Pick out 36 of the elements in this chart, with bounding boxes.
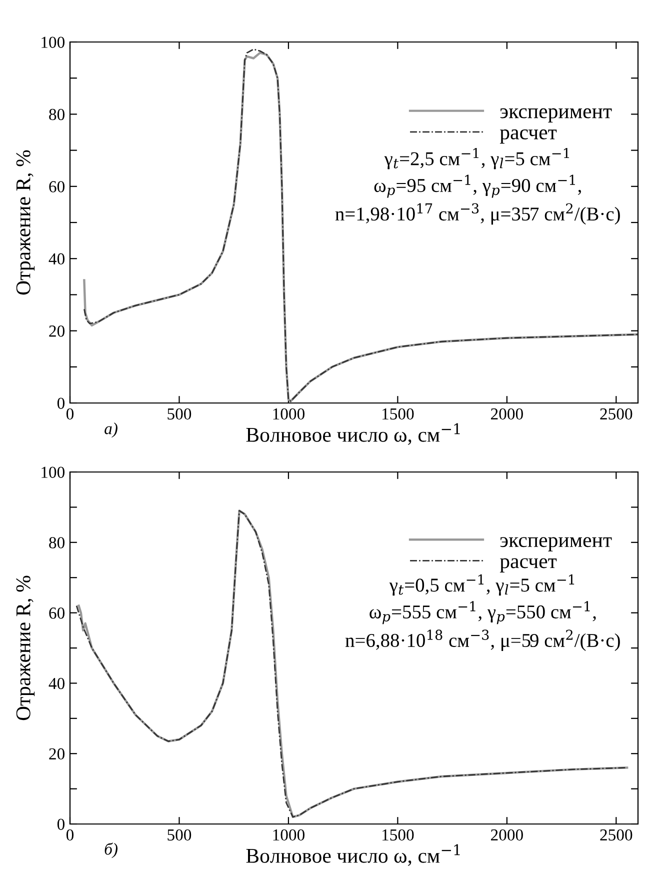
x-axis-title: Волновое число ω, см$^{−1}$ (246, 423, 460, 445)
y-tick-label: 100 (42, 466, 65, 478)
x-tick-label: 500 (168, 829, 192, 841)
text: γ$_{t}$=2,5 см$^{−1}$, γ$_{l}$=5 см$^{−1}$ ω$_{p}$=95 см$^{−1}$, γ$_{p}$=90 см$^{−1}$, n=1,98·10$^{17}$ см$^{−3}$, μ=357 см$^{2}$/(В·с) (335, 148, 620, 225)
legend-label: расчет (500, 558, 557, 572)
x-tick-label: 1500 (382, 408, 414, 420)
x-tick-label: 1000 (273, 408, 304, 420)
y-tick-label: 100 (42, 36, 65, 48)
legend-label: эксперимент (500, 108, 612, 123)
y-tick-label: 20 (49, 748, 65, 760)
text: а) (104, 422, 118, 438)
y-axis-title: Отражение R, % (16, 150, 35, 295)
y-tick-label: 20 (49, 326, 65, 337)
y-tick-label: 60 (49, 181, 65, 192)
x-tick-label: 2500 (600, 408, 632, 420)
text: γ$_{t}$=0,5 см$^{−1}$, γ$_{l}$=5 см$^{−1}$ ω$_{p}$=555 см$^{−1}$, γ$_{p}$=550 см$^{−1}$, n=6,88·10$^{18}$ см$^{−3}$, μ=59 см$^{2}$/(В·с) (345, 574, 620, 651)
legend-label: эксперимент (500, 537, 612, 552)
x-tick-label: 2500 (600, 829, 632, 841)
x-tick-label: 1000 (273, 829, 304, 841)
y-tick-label: 80 (49, 108, 65, 120)
y-tick-label: 40 (48, 253, 65, 265)
x-tick-label: 0 (66, 408, 74, 420)
y-tick-label: 60 (49, 608, 65, 619)
x-tick-label: 2000 (490, 408, 523, 420)
x-tick-label: 0 (66, 829, 74, 841)
text: б) (104, 842, 118, 858)
x-tick-label: 1500 (382, 829, 414, 841)
x-tick-label: 500 (168, 408, 192, 420)
y-axis-title: Отражение R, % (16, 576, 35, 720)
y-tick-label: 0 (57, 818, 65, 830)
legend-label: расчет (500, 129, 557, 144)
y-tick-label: 0 (57, 398, 65, 409)
y-tick-label: 80 (49, 537, 65, 548)
x-tick-label: 2000 (490, 829, 523, 841)
y-tick-label: 40 (48, 678, 65, 690)
x-axis-title: Волновое число ω, см$^{−1}$ (246, 844, 460, 866)
